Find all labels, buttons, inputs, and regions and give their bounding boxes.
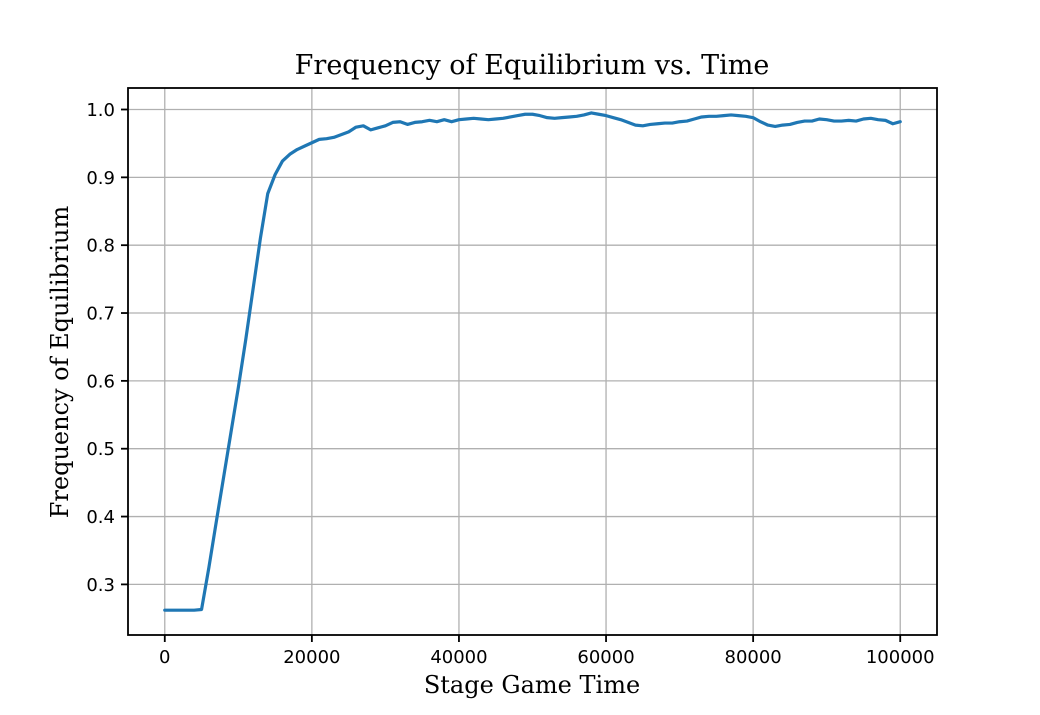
y-tick-label: 0.7 (86, 304, 115, 325)
x-tick-label: 60000 (577, 647, 634, 668)
tick-layer (121, 108, 902, 642)
y-tick-label: 0.5 (86, 439, 115, 460)
grid-layer (128, 88, 937, 635)
y-tick-label: 0.3 (86, 575, 115, 596)
y-tick-label: 0.4 (86, 507, 115, 528)
x-tick-label: 80000 (725, 647, 782, 668)
y-axis-label: Frequency of Equilibrium (46, 206, 74, 519)
y-tick-label: 0.8 (86, 236, 115, 257)
x-tick-label: 0 (159, 647, 170, 668)
chart-title: Frequency of Equilibrium vs. Time (295, 50, 770, 81)
x-tick-label: 40000 (430, 647, 487, 668)
x-tick-label: 100000 (866, 647, 935, 668)
tick-label-layer: 0 20000 40000 60000 80000 100000 0.3 0.4 0.5 0.6 0… (86, 100, 934, 668)
x-axis-label: Stage Game Time (424, 671, 640, 699)
x-tick-label: 20000 (283, 647, 340, 668)
y-tick-label: 0.6 (86, 371, 115, 392)
y-tick-label: 0.9 (86, 168, 115, 189)
series-line-frequency-of-equilibrium (163, 111, 902, 612)
axes-box (127, 87, 938, 636)
y-tick-label: 1.0 (86, 100, 115, 121)
series-layer (163, 111, 902, 612)
